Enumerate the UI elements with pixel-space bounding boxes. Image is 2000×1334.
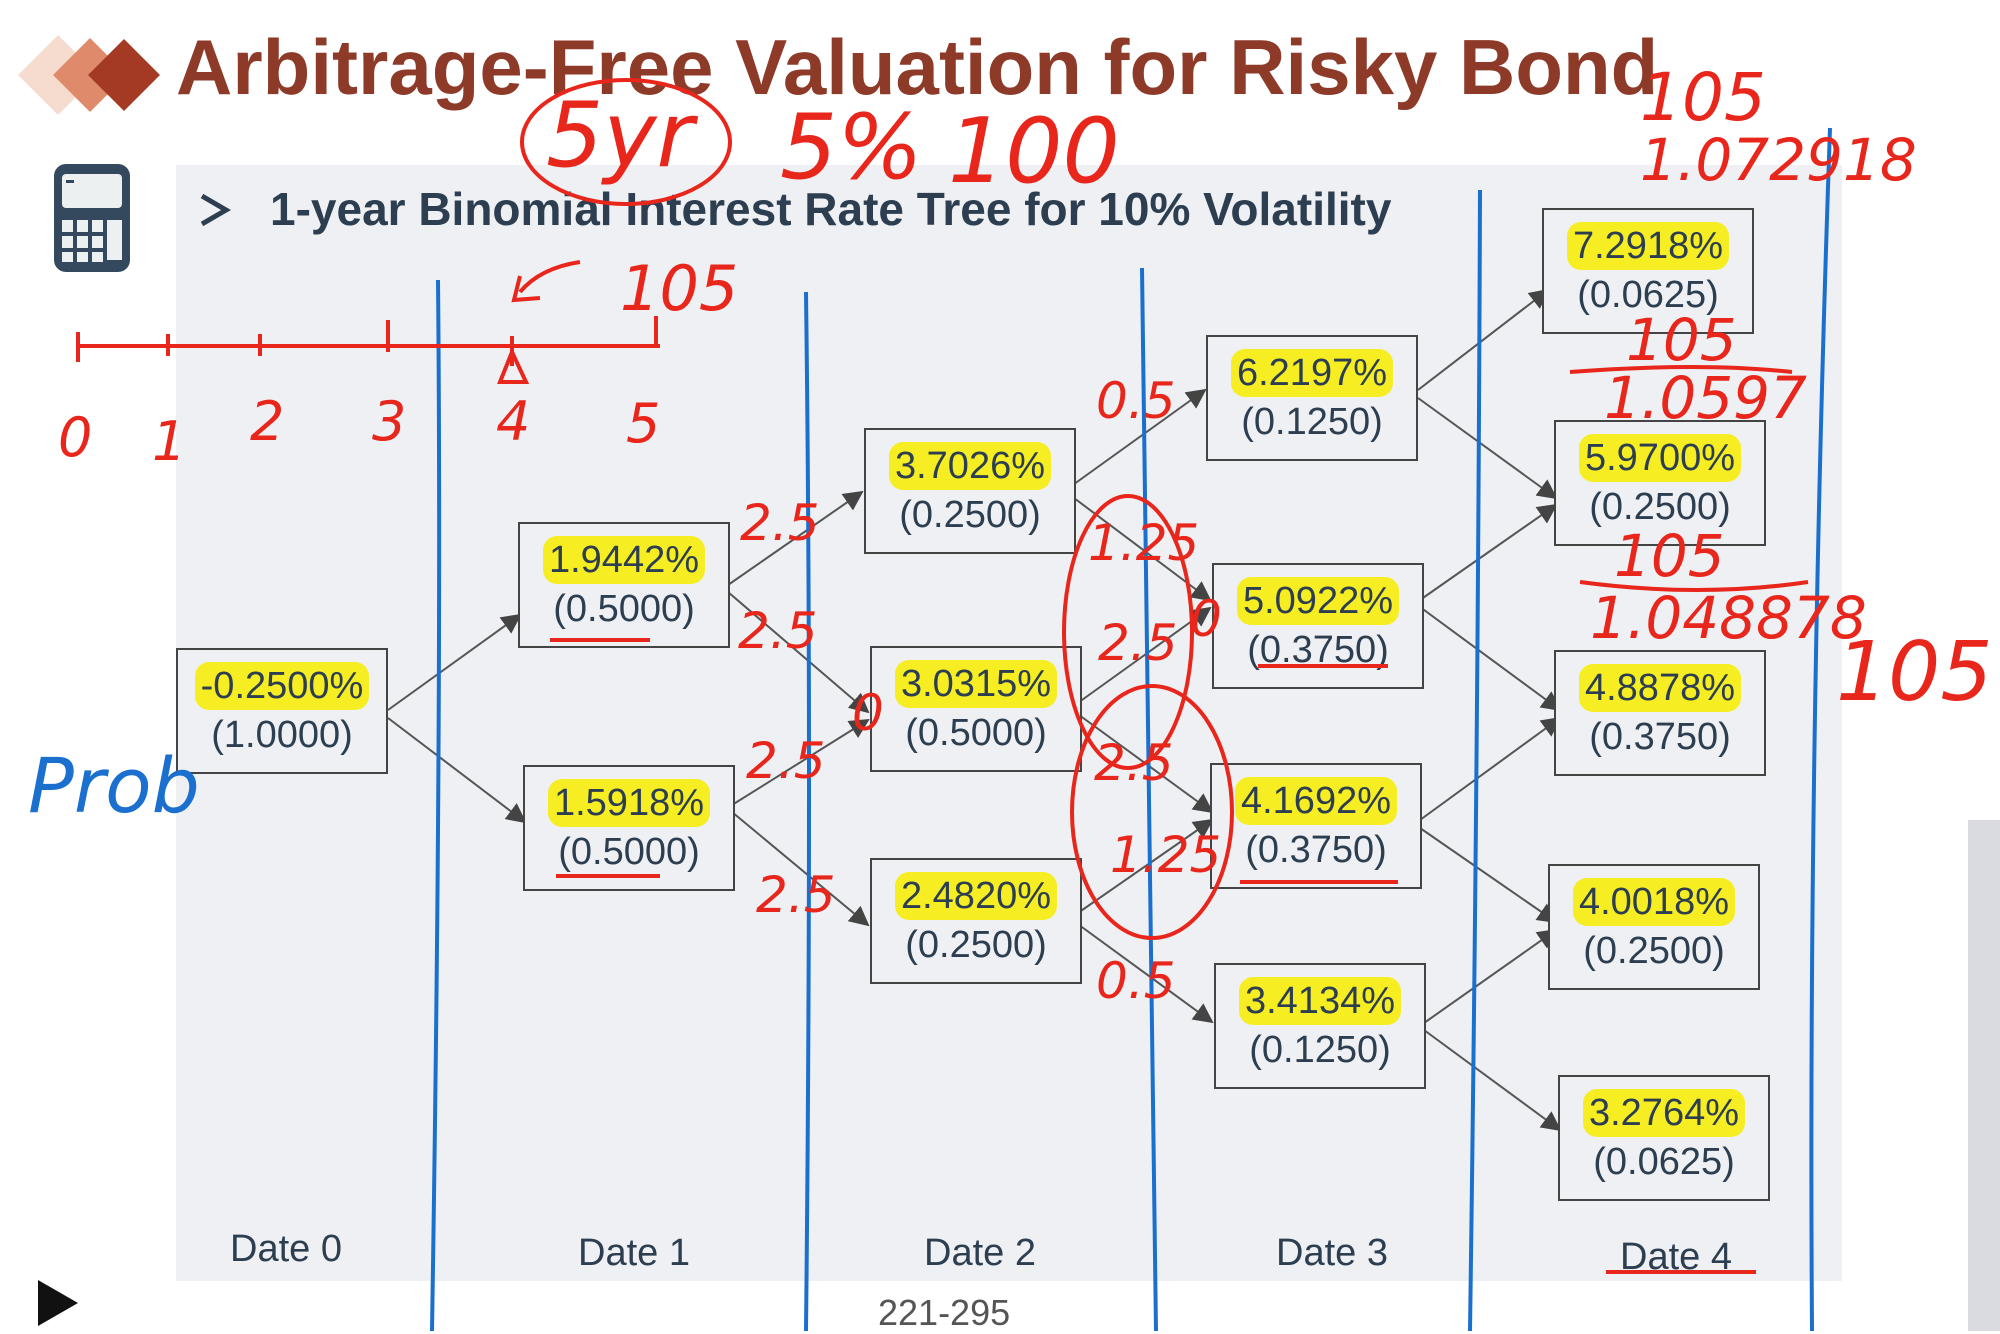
node-prob: (0.2500) — [899, 494, 1041, 536]
node-rate: 4.0018% — [1572, 878, 1735, 926]
node-prob: (0.0625) — [1577, 274, 1719, 316]
node-prob: (0.3750) — [1589, 716, 1731, 758]
node-d1-0: 1.9442% (0.5000) — [518, 522, 730, 648]
node-rate: 3.7026% — [888, 442, 1051, 490]
date-label-2: Date 2 — [924, 1232, 1036, 1274]
node-d4-1: 5.9700% (0.2500) — [1554, 420, 1766, 546]
prob-note: Prob — [28, 741, 200, 830]
node-prob: (0.2500) — [1589, 486, 1731, 528]
node-prob: (0.3750) — [1245, 829, 1387, 871]
node-d0-0: -0.2500% (1.0000) — [176, 648, 388, 774]
node-rate: 7.2918% — [1566, 222, 1729, 270]
page-number: 221-295 — [878, 1292, 1011, 1333]
node-prob: (0.5000) — [558, 831, 700, 873]
node-d3-0: 6.2197% (0.1250) — [1206, 335, 1418, 461]
node-rate: 5.9700% — [1578, 434, 1741, 482]
calculator-icon[interactable] — [52, 162, 132, 274]
node-prob: (0.5000) — [905, 712, 1047, 754]
node-prob: (0.2500) — [905, 924, 1047, 966]
node-d3-1: 5.0922% (0.3750) — [1212, 563, 1424, 689]
node-rate: 6.2197% — [1230, 349, 1393, 397]
node-rate: 3.4134% — [1238, 977, 1401, 1025]
date-label-4: Date 4 — [1620, 1236, 1732, 1278]
node-prob: (0.2500) — [1583, 930, 1725, 972]
right-105-note: 105 — [1836, 625, 1993, 720]
node-rate: 5.0922% — [1236, 577, 1399, 625]
node-prob: (1.0000) — [211, 714, 353, 756]
node-d3-3: 3.4134% (0.1250) — [1214, 963, 1426, 1089]
date-label-0: Date 0 — [230, 1228, 342, 1270]
node-prob: (0.1250) — [1249, 1029, 1391, 1071]
logo-diamonds-icon — [18, 35, 160, 115]
node-d2-2: 2.4820% (0.2500) — [870, 858, 1082, 984]
node-rate: 4.8878% — [1578, 664, 1741, 712]
tree-subtitle: 1-year Binomial Interest Rate Tree for 1… — [270, 183, 1392, 235]
node-d1-1: 1.5918% (0.5000) — [523, 765, 735, 891]
node-d4-2: 4.8878% (0.3750) — [1554, 650, 1766, 776]
node-prob: (0.5000) — [553, 588, 695, 630]
date-label-3: Date 3 — [1276, 1232, 1388, 1274]
play-icon[interactable] — [36, 1278, 80, 1328]
node-rate: 3.2764% — [1582, 1089, 1745, 1137]
node-d2-0: 3.7026% (0.2500) — [864, 428, 1076, 554]
node-prob: (0.3750) — [1247, 629, 1389, 671]
side-scrollbar[interactable] — [1968, 820, 2000, 1331]
node-d4-3: 4.0018% (0.2500) — [1548, 864, 1760, 990]
node-d3-2: 4.1692% (0.3750) — [1210, 763, 1422, 889]
node-d4-4: 3.2764% (0.0625) — [1558, 1075, 1770, 1201]
node-rate: 1.9442% — [542, 536, 705, 584]
node-rate: 1.5918% — [547, 779, 710, 827]
node-prob: (0.0625) — [1593, 1141, 1735, 1183]
node-rate: 2.4820% — [894, 872, 1057, 920]
date-label-1: Date 1 — [578, 1232, 690, 1274]
node-rate: 3.0315% — [894, 660, 1057, 708]
page-title: Arbitrage-Free Valuation for Risky Bond — [176, 23, 1659, 111]
bullet-arrow-icon — [200, 193, 231, 227]
node-prob: (0.1250) — [1241, 401, 1383, 443]
node-rate: 4.1692% — [1234, 777, 1397, 825]
node-rate: -0.2500% — [194, 662, 370, 710]
top-right-note: 105 — [1640, 59, 1766, 136]
svg-text:0: 0 — [58, 406, 92, 469]
node-d2-1: 3.0315% (0.5000) — [870, 646, 1082, 772]
node-d4-0: 7.2918% (0.0625) — [1542, 208, 1754, 334]
